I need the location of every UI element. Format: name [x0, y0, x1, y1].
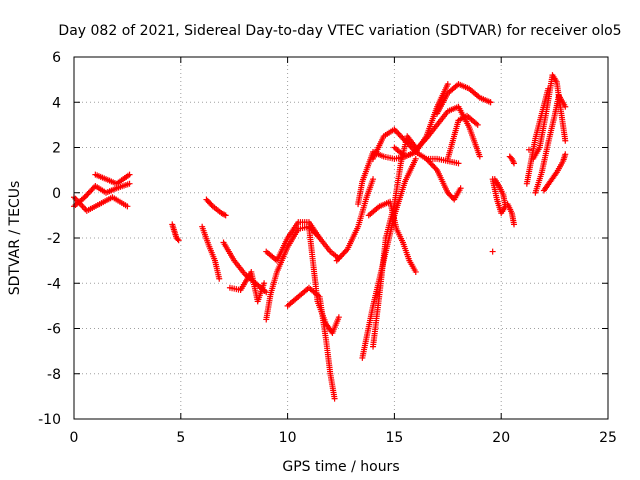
series-arc-03	[92, 171, 133, 187]
series-arc-23	[444, 112, 481, 162]
y-tick-label: -6	[47, 322, 61, 338]
series-arc-12	[305, 223, 342, 337]
y-axis-label: SDTVAR / TECUs	[7, 181, 23, 296]
data-marker	[124, 203, 131, 210]
data-marker	[208, 201, 215, 208]
y-tick-label: -4	[47, 276, 61, 292]
data-marker	[216, 275, 223, 282]
y-tick-label: 6	[52, 50, 61, 66]
data-marker	[331, 395, 338, 402]
series-arc-04	[169, 221, 182, 244]
series-arc-06	[203, 196, 229, 219]
series-arc-24	[489, 176, 509, 217]
data-marker	[487, 99, 494, 106]
series-arc-31	[540, 151, 569, 194]
data-marker	[457, 185, 464, 192]
series-arc-28	[523, 85, 552, 187]
x-tick-label: 5	[176, 430, 185, 446]
series-arc-05	[199, 223, 223, 282]
data-marker	[511, 160, 518, 167]
x-tick-label: 25	[599, 430, 617, 446]
series-arc-21	[423, 155, 464, 203]
series-arc-22	[434, 81, 494, 117]
x-axis-label: GPS time / hours	[282, 459, 399, 475]
series-arc-13	[333, 176, 377, 264]
y-tick-label: -10	[38, 412, 61, 428]
x-tick-label: 10	[279, 430, 297, 446]
series-arc-30	[532, 92, 569, 196]
series-arc-08	[226, 268, 268, 305]
data-marker	[455, 160, 462, 167]
data-marker	[562, 151, 569, 158]
data-marker	[370, 176, 377, 183]
data-marker	[412, 155, 419, 162]
data-marker	[562, 103, 569, 110]
data-marker	[126, 171, 133, 178]
y-tick-label: -2	[47, 231, 61, 247]
data-marker	[175, 237, 182, 244]
series-arc-11	[284, 284, 338, 402]
series-isolated	[487, 99, 532, 255]
data-marker	[174, 236, 181, 243]
x-tick-label: 15	[385, 430, 403, 446]
y-tick-label: -8	[47, 367, 61, 383]
series-arc-26	[504, 201, 518, 228]
x-tick-label: 20	[492, 430, 510, 446]
chart-title: Day 082 of 2021, Sidereal Day-to-day VTE…	[58, 23, 621, 39]
series-arc-18	[370, 126, 462, 167]
y-tick-label: 4	[52, 95, 61, 111]
data-marker	[335, 314, 342, 321]
series-arc-17	[365, 198, 419, 275]
axis-ticks: 0 5 10 15 20 25 -10 -8 -6 -4 -2 0 2 4 6	[38, 50, 617, 446]
x-tick-label: 0	[70, 430, 79, 446]
data-marker	[511, 221, 518, 228]
data-points	[71, 72, 569, 402]
data-marker	[489, 248, 496, 255]
data-marker	[261, 280, 268, 287]
y-tick-label: 2	[52, 141, 61, 157]
data-marker	[562, 137, 569, 144]
data-marker	[444, 81, 451, 88]
y-tick-label: 0	[52, 186, 61, 202]
series-arc-02	[71, 194, 131, 214]
series-arc-27	[506, 153, 518, 167]
data-marker	[126, 180, 133, 187]
data-marker	[474, 121, 481, 128]
series-arc-25	[491, 176, 509, 210]
data-marker	[476, 153, 483, 160]
data-marker	[412, 268, 419, 275]
data-marker	[525, 146, 532, 153]
data-marker	[222, 212, 229, 219]
grid-lines	[74, 57, 608, 419]
